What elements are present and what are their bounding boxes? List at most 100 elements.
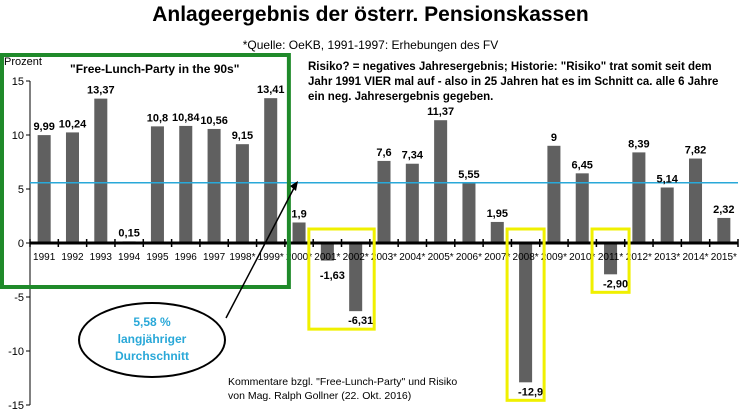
data-label-2003: 7,6 <box>376 147 391 159</box>
x-tick-label: 2009* <box>541 252 567 263</box>
x-tick-label: 1998* <box>229 252 255 263</box>
chart-title: Anlageergebnis der österr. Pensionskasse… <box>152 3 589 26</box>
x-tick-label: 1997 <box>203 252 226 263</box>
data-label-2010: 6,45 <box>572 159 593 171</box>
average-callout: 5,58 % langjähriger Durchschnitt <box>78 302 226 378</box>
data-label-1997: 10,56 <box>200 115 228 127</box>
x-tick-label: 2008* <box>513 252 539 263</box>
data-label-2014: 7,82 <box>685 145 706 157</box>
credit-line1: Kommentare bzgl. "Free-Lunch-Party" und … <box>228 376 458 388</box>
data-label-2006: 5,55 <box>458 169 479 181</box>
average-arrow-line <box>225 187 295 319</box>
data-label-2005: 11,37 <box>427 106 454 118</box>
x-tick-label: 1992 <box>61 252 84 263</box>
data-label-1993: 13,37 <box>87 85 115 97</box>
bar-2003 <box>377 160 391 243</box>
average-value: 5,58 % <box>133 315 171 329</box>
y-tick-label: 10 <box>12 130 24 142</box>
negative-year-highlight <box>505 227 546 402</box>
negative-year-highlight <box>307 227 376 331</box>
x-tick-label: 1994 <box>118 252 141 263</box>
bar-1998 <box>235 144 249 243</box>
bar-1992 <box>65 132 79 243</box>
x-tick-label: 1996 <box>175 252 198 263</box>
x-tick-label: 2012* <box>626 252 652 263</box>
chart-subtitle: *Quelle: OeKB, 1991-1997: Erhebungen des… <box>242 38 499 52</box>
x-tick-label: 2013* <box>654 252 680 263</box>
credit-line2: von Mag. Ralph Gollner (22. Okt. 2016) <box>228 390 412 402</box>
data-label-2009: 9 <box>551 132 557 144</box>
x-tick-label: 2001* <box>314 252 340 263</box>
x-tick-label: 2005* <box>428 252 454 263</box>
data-label-1996: 10,84 <box>172 112 200 124</box>
x-tick-label: 2004* <box>399 252 425 263</box>
bar-2012 <box>632 152 646 243</box>
data-label-1991: 9,99 <box>33 121 54 133</box>
x-tick-label: 1991 <box>33 252 56 263</box>
data-label-2013: 5,14 <box>656 173 678 185</box>
data-label-2011: -2,90 <box>603 278 628 290</box>
bar-2010 <box>575 173 589 243</box>
bar-2000 <box>292 222 306 243</box>
y-tick-label: -15 <box>8 400 24 412</box>
x-tick-label: 2014* <box>682 252 708 263</box>
bar-2011 <box>604 243 618 275</box>
data-label-2015: 2,32 <box>713 204 734 216</box>
x-tick-label: 2000* <box>286 252 312 263</box>
x-tick-label: 2011* <box>598 252 624 263</box>
data-label-1994: 0,15 <box>118 227 139 239</box>
period-highlight-box <box>0 53 291 289</box>
y-tick-label: -5 <box>14 292 24 304</box>
risk-annotation: Risiko? = negatives Jahresergebnis; Hist… <box>308 61 719 103</box>
data-label-2004: 7,34 <box>402 150 424 162</box>
x-tick-label: 2003* <box>371 252 397 263</box>
bar-1991 <box>37 135 51 243</box>
x-tick-label: 2015* <box>711 252 737 263</box>
x-tick-label: 2007* <box>484 252 510 263</box>
x-tick-label: 2002* <box>343 252 369 263</box>
x-tick-label: 1999* <box>258 252 284 263</box>
credit-note: Kommentare bzgl. "Free-Lunch-Party" und … <box>228 375 457 403</box>
bar-2013 <box>660 187 674 243</box>
y-tick-label: 15 <box>12 76 24 88</box>
bar-2002 <box>349 243 363 312</box>
y-axis-label: Prozent <box>4 56 42 68</box>
average-arrow-head <box>290 181 298 191</box>
negative-year-highlight <box>590 227 631 294</box>
bar-2001 <box>320 243 334 261</box>
bar-2004 <box>405 163 419 243</box>
period-label: "Free-Lunch-Party in the 90s" <box>70 62 240 76</box>
bar-2008 <box>519 243 533 383</box>
x-tick-label: 1995 <box>146 252 169 263</box>
y-tick-label: 5 <box>18 184 24 196</box>
y-tick-label: 0 <box>18 238 24 250</box>
data-label-2002: -6,31 <box>348 315 373 327</box>
bar-2009 <box>547 145 561 243</box>
x-tick-label: 2010* <box>569 252 595 263</box>
bar-1999 <box>264 98 278 243</box>
bar-1993 <box>94 98 108 243</box>
data-label-2007: 1,95 <box>487 208 508 220</box>
bar-2015 <box>717 217 731 243</box>
data-label-2012: 8,39 <box>628 138 649 150</box>
bar-2005 <box>434 120 448 243</box>
bar-1997 <box>207 128 221 243</box>
bar-2007 <box>490 221 504 243</box>
data-label-1998: 9,15 <box>232 130 253 142</box>
bar-1996 <box>179 125 193 243</box>
x-tick-label: 2006* <box>456 252 482 263</box>
data-label-2008: -12,9 <box>518 386 543 398</box>
data-label-2000: 1,9 <box>291 208 306 220</box>
y-tick-label: -10 <box>8 346 24 358</box>
data-label-1999: 13,41 <box>257 84 285 96</box>
bar-2006 <box>462 183 476 243</box>
x-tick-label: 1993 <box>90 252 113 263</box>
data-label-1995: 10,8 <box>147 112 168 124</box>
data-label-2001: -1,63 <box>320 270 345 282</box>
bar-2014 <box>689 158 703 243</box>
data-label-1992: 10,24 <box>59 118 87 130</box>
average-text-line2: Durchschnitt <box>114 349 189 363</box>
bar-1995 <box>150 126 164 243</box>
average-text-line1: langjähriger <box>117 332 187 346</box>
